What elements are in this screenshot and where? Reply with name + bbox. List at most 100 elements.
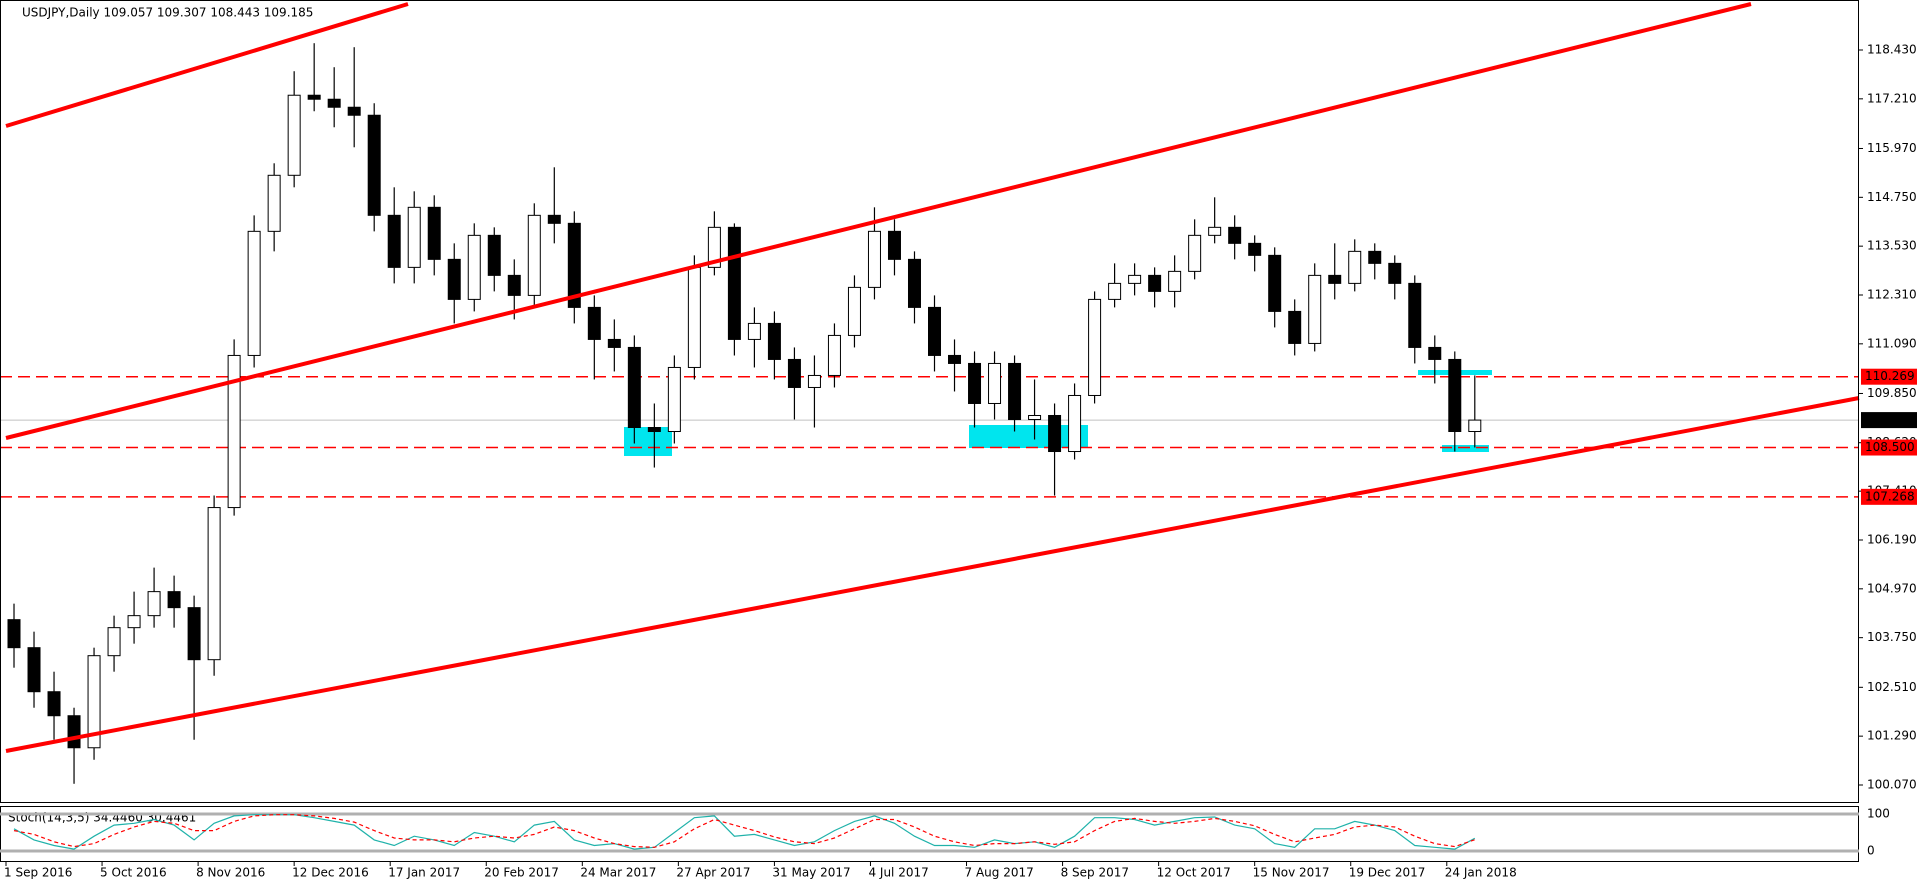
y-tick-label: 118.430 xyxy=(1867,42,1917,56)
candle-body xyxy=(1208,226,1222,236)
candle-body xyxy=(1248,242,1262,256)
candle-body xyxy=(1088,298,1102,396)
x-tick-label: 24 Mar 2017 xyxy=(580,866,656,880)
candle-body xyxy=(1068,394,1082,453)
candle-body xyxy=(747,322,761,340)
y-tick-label: 102.510 xyxy=(1867,680,1917,694)
candle-body xyxy=(227,354,241,509)
x-tick-label: 20 Feb 2017 xyxy=(484,866,559,880)
trend-line xyxy=(5,2,1752,440)
candle-body xyxy=(467,234,481,300)
main-frame xyxy=(0,0,1859,803)
candle-body xyxy=(447,258,461,300)
candles xyxy=(0,43,1859,784)
level-label: 107.268 xyxy=(1865,489,1915,503)
candle-body xyxy=(587,306,601,340)
trend-lines xyxy=(5,2,1860,753)
candle-body xyxy=(327,98,341,108)
candle-body xyxy=(187,607,201,661)
candle-body xyxy=(387,214,401,268)
candle-body xyxy=(207,507,221,661)
candle-body xyxy=(1348,250,1362,284)
candle-body xyxy=(527,214,541,296)
candle-body xyxy=(887,230,901,260)
candle-body xyxy=(767,322,781,360)
candle-body xyxy=(867,230,881,288)
candle-body xyxy=(1268,254,1282,312)
candle-body xyxy=(807,374,821,388)
candle-body xyxy=(1188,234,1202,272)
y-tick-label: 109.850 xyxy=(1867,386,1917,400)
x-tick-label: 4 Jul 2017 xyxy=(868,866,928,880)
candle-body xyxy=(1148,274,1162,292)
candle-body xyxy=(1108,282,1122,300)
chart-header: USDJPY,Daily 109.057 109.307 108.443 109… xyxy=(22,6,313,20)
candle-body xyxy=(127,615,141,629)
x-tick-label: 15 Nov 2017 xyxy=(1253,866,1330,880)
candle-body xyxy=(1288,310,1302,344)
candle-body xyxy=(1228,226,1242,244)
candle-body xyxy=(1468,419,1482,433)
candle-body xyxy=(1028,414,1042,420)
x-tick-label: 12 Oct 2017 xyxy=(1157,866,1231,880)
x-tick-label: 17 Jan 2017 xyxy=(388,866,460,880)
stoch-line xyxy=(13,814,1476,850)
y-tick-label: 111.090 xyxy=(1867,336,1917,350)
current-price-label: 109.185 xyxy=(1865,413,1915,427)
candle-body xyxy=(1368,250,1382,264)
candle-body xyxy=(1168,270,1182,292)
x-tick-label: 7 Aug 2017 xyxy=(965,866,1034,880)
candle-body xyxy=(607,338,621,348)
candle-body xyxy=(507,274,521,296)
trend-line xyxy=(5,2,409,128)
candle-body xyxy=(7,619,21,649)
x-tick-label: 12 Dec 2016 xyxy=(292,866,369,880)
candle-body xyxy=(87,655,101,749)
candle-body xyxy=(287,94,301,176)
candle-body xyxy=(107,627,121,657)
level-tag xyxy=(1861,439,1917,456)
candle-body xyxy=(948,354,962,364)
stoch-frame xyxy=(0,806,1859,862)
y-tick-label: 101.290 xyxy=(1867,729,1917,743)
candle-body xyxy=(827,334,841,376)
stoch-tick-label: 0 xyxy=(1867,844,1875,858)
candle-body xyxy=(567,222,581,308)
candle-body xyxy=(687,266,701,368)
y-tick-label: 115.970 xyxy=(1867,141,1917,155)
candle-body xyxy=(988,362,1002,404)
candle-body xyxy=(307,94,321,100)
candle-body xyxy=(907,258,921,308)
candle-body xyxy=(727,226,741,340)
level-tag xyxy=(1861,488,1917,505)
candle-body xyxy=(1128,274,1142,284)
candle-body xyxy=(367,114,381,216)
candle-body xyxy=(427,206,441,260)
level-label: 110.269 xyxy=(1865,369,1915,383)
x-tick-label: 8 Sep 2017 xyxy=(1061,866,1129,880)
level-tag xyxy=(1861,368,1917,385)
stoch-line xyxy=(13,814,1475,848)
candle-body xyxy=(847,286,861,336)
candle-body xyxy=(1428,346,1442,360)
candle-body xyxy=(968,362,982,404)
candle-body xyxy=(647,427,661,433)
candle-body xyxy=(167,591,181,609)
x-tick-label: 27 Apr 2017 xyxy=(676,866,750,880)
y-tick-label: 117.210 xyxy=(1867,91,1917,105)
y-tick-label: 106.190 xyxy=(1867,532,1917,546)
trend-line xyxy=(5,396,1860,753)
x-tick-label: 19 Dec 2017 xyxy=(1349,866,1426,880)
support-zone xyxy=(1442,445,1489,452)
candle-body xyxy=(47,691,61,717)
candle-body xyxy=(707,226,721,268)
candle-body xyxy=(1328,274,1342,284)
current-price-tag xyxy=(1861,412,1917,429)
stoch-tick-label: 100 xyxy=(1867,807,1890,821)
candle-body xyxy=(667,366,681,433)
y-tick-label: 113.530 xyxy=(1867,239,1917,253)
level-label: 108.500 xyxy=(1865,440,1915,454)
candle-body xyxy=(247,230,261,356)
